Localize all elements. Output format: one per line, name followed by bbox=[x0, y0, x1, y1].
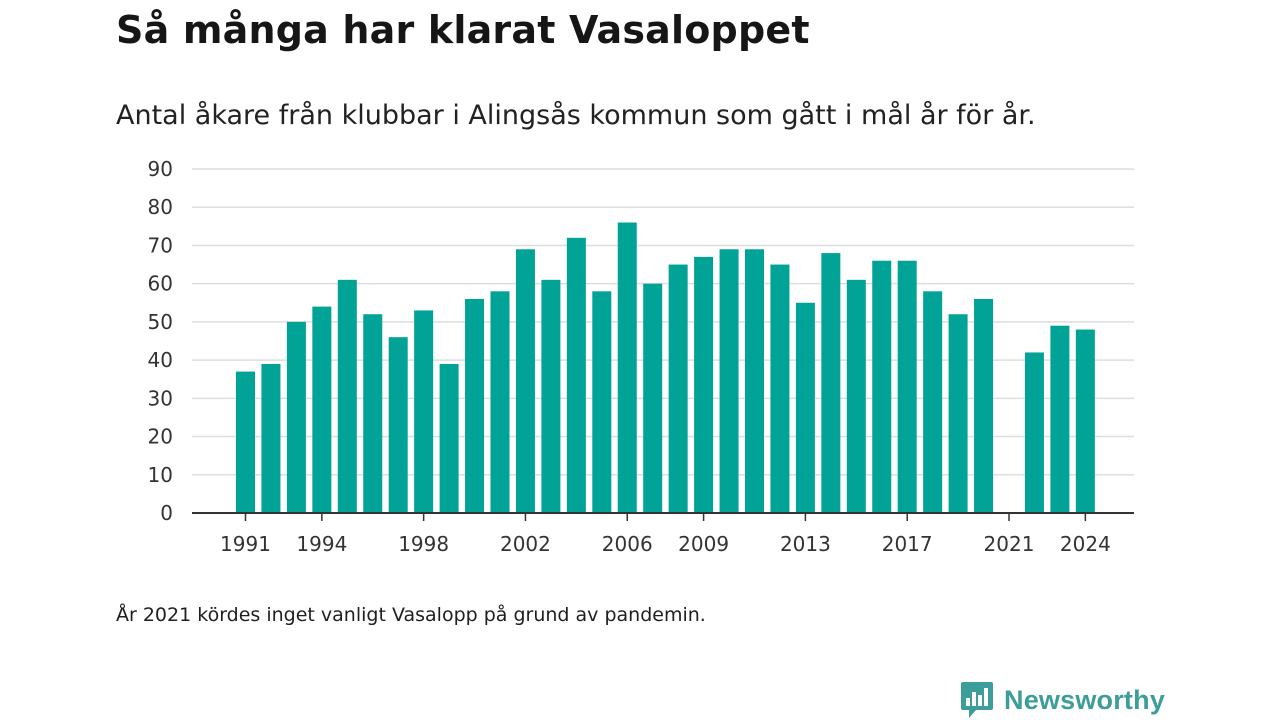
bars bbox=[236, 222, 1095, 514]
chart-title: Så många har klarat Vasaloppet bbox=[116, 8, 810, 52]
bar-1999 bbox=[439, 363, 459, 513]
bar-2011 bbox=[745, 249, 764, 513]
x-tick-label: 2009 bbox=[678, 532, 729, 556]
bar-2003 bbox=[541, 279, 561, 513]
bar-2019 bbox=[948, 314, 968, 513]
bar-chart: 0 10 20 30 40 50 60 70 80 90 1991 1994 1998 2002 2006 2… bbox=[148, 157, 1134, 556]
x-tick-label: 2002 bbox=[500, 532, 551, 556]
x-tick-label: 2013 bbox=[780, 532, 831, 556]
bar-2015 bbox=[846, 279, 866, 513]
brand-name: Newsworthy bbox=[1004, 684, 1166, 715]
brand-logo: Newsworthy bbox=[960, 680, 1165, 720]
chart-subtitle: Antal åkare från klubbar i Alingsås komm… bbox=[116, 100, 1036, 131]
newsworthy-logo-icon bbox=[960, 680, 994, 720]
bar-1998 bbox=[414, 310, 434, 513]
bar-1991 bbox=[236, 371, 255, 513]
bar-2020 bbox=[974, 298, 994, 513]
bar-2009 bbox=[694, 256, 714, 513]
y-tick-label: 80 bbox=[148, 195, 173, 219]
footnote: År 2021 kördes inget vanligt Vasalopp på… bbox=[116, 604, 706, 626]
x-tick-label: 1994 bbox=[296, 532, 347, 556]
y-tick-label: 10 bbox=[148, 463, 173, 487]
x-tick-label: 2024 bbox=[1060, 532, 1111, 556]
bar-1993 bbox=[286, 321, 306, 513]
y-tick-label: 70 bbox=[148, 233, 173, 257]
bar-2012 bbox=[770, 264, 790, 513]
x-tick-label: 1991 bbox=[220, 532, 271, 556]
bar-1996 bbox=[363, 314, 383, 513]
bar-2001 bbox=[490, 291, 510, 513]
bar-2014 bbox=[821, 253, 841, 514]
bar-2017 bbox=[897, 260, 917, 513]
bar-2010 bbox=[719, 249, 739, 513]
y-tick-label: 0 bbox=[160, 501, 173, 525]
y-tick-label: 50 bbox=[148, 310, 173, 334]
bar-2023 bbox=[1050, 325, 1070, 513]
y-tick-label: 60 bbox=[148, 272, 173, 296]
y-tick-label: 20 bbox=[148, 425, 173, 449]
bar-2008 bbox=[668, 264, 688, 513]
y-tick-label: 40 bbox=[148, 348, 173, 372]
bar-2007 bbox=[643, 283, 663, 513]
bar-2013 bbox=[795, 302, 815, 513]
bar-2002 bbox=[515, 249, 535, 513]
y-tick-label: 90 bbox=[148, 157, 173, 181]
bar-1995 bbox=[337, 279, 357, 513]
x-tick-label: 1998 bbox=[398, 532, 449, 556]
y-tick-label: 30 bbox=[148, 386, 173, 410]
x-tick-label: 2006 bbox=[602, 532, 653, 556]
x-tick-label: 2021 bbox=[984, 532, 1035, 556]
bar-2004 bbox=[566, 237, 586, 514]
bar-2005 bbox=[592, 291, 612, 513]
bar-1994 bbox=[312, 306, 332, 513]
bar-1992 bbox=[261, 363, 281, 513]
bar-2018 bbox=[923, 291, 943, 513]
x-tick-label: 2017 bbox=[882, 532, 933, 556]
bar-2000 bbox=[465, 298, 485, 513]
bar-2006 bbox=[617, 222, 637, 513]
bar-2022 bbox=[1024, 352, 1044, 513]
bar-2016 bbox=[872, 260, 892, 513]
axes: 0 10 20 30 40 50 60 70 80 90 1991 1994 1998 2002 2006 2… bbox=[148, 157, 1134, 556]
bar-1997 bbox=[388, 337, 408, 513]
bar-2024 bbox=[1075, 329, 1095, 513]
